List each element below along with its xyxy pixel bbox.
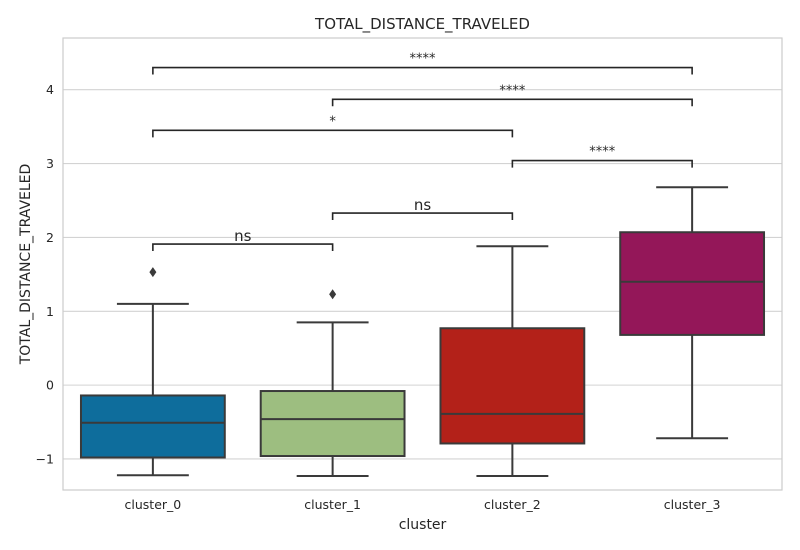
bracket-line xyxy=(331,98,693,107)
outlier-point xyxy=(329,289,337,300)
significance-label: ns xyxy=(414,196,432,214)
significance-label: **** xyxy=(499,83,526,98)
x-tick-labels: cluster_0 cluster_1 cluster_2 cluster_3 xyxy=(125,497,721,512)
y-tick-label: 0 xyxy=(46,378,54,393)
significance-bracket: **** xyxy=(152,52,693,75)
significance-bracket: **** xyxy=(511,145,693,168)
y-tick-label: 2 xyxy=(46,230,54,245)
grid-lines xyxy=(63,89,782,460)
significance-label: ns xyxy=(234,227,252,245)
x-tick-label: cluster_1 xyxy=(304,497,361,512)
x-axis-title: cluster xyxy=(399,517,447,533)
x-tick-label: cluster_0 xyxy=(125,497,182,512)
plot-frame xyxy=(62,37,783,491)
box-body xyxy=(439,327,586,445)
box-cluster_3 xyxy=(619,186,766,440)
outlier-point xyxy=(149,267,157,278)
x-tick-label: cluster_3 xyxy=(664,497,721,512)
y-tick-label: 4 xyxy=(46,82,54,97)
significance-bracket: ns xyxy=(152,227,334,252)
chart-title: TOTAL_DISTANCE_TRAVELED xyxy=(314,15,530,34)
x-tick-label: cluster_2 xyxy=(484,497,541,512)
y-tick-label: 3 xyxy=(46,156,54,171)
box-body xyxy=(79,394,226,459)
significance-label: **** xyxy=(410,52,437,67)
significance-bracket: ns xyxy=(331,196,514,221)
bracket-line xyxy=(152,243,334,252)
significance-bracket: **** xyxy=(331,83,693,107)
significance-label: **** xyxy=(589,145,616,160)
boxes-layer xyxy=(79,186,766,477)
box-body xyxy=(259,390,406,458)
y-axis-title: TOTAL_DISTANCE_TRAVELED xyxy=(18,164,34,366)
box-body xyxy=(619,231,766,336)
y-tick-labels: −1 0 1 2 3 4 xyxy=(36,82,54,466)
y-tick-label: 1 xyxy=(46,304,54,319)
significance-bracket: * xyxy=(152,114,514,138)
box-cluster_0 xyxy=(79,267,226,477)
y-tick-label: −1 xyxy=(36,451,54,466)
bracket-line xyxy=(152,129,514,138)
significance-label: * xyxy=(329,114,336,129)
box-cluster_2 xyxy=(439,245,586,477)
box-cluster_1 xyxy=(259,289,406,477)
bracket-line xyxy=(152,66,693,75)
bracket-line xyxy=(511,159,693,168)
bracket-line xyxy=(331,212,514,221)
